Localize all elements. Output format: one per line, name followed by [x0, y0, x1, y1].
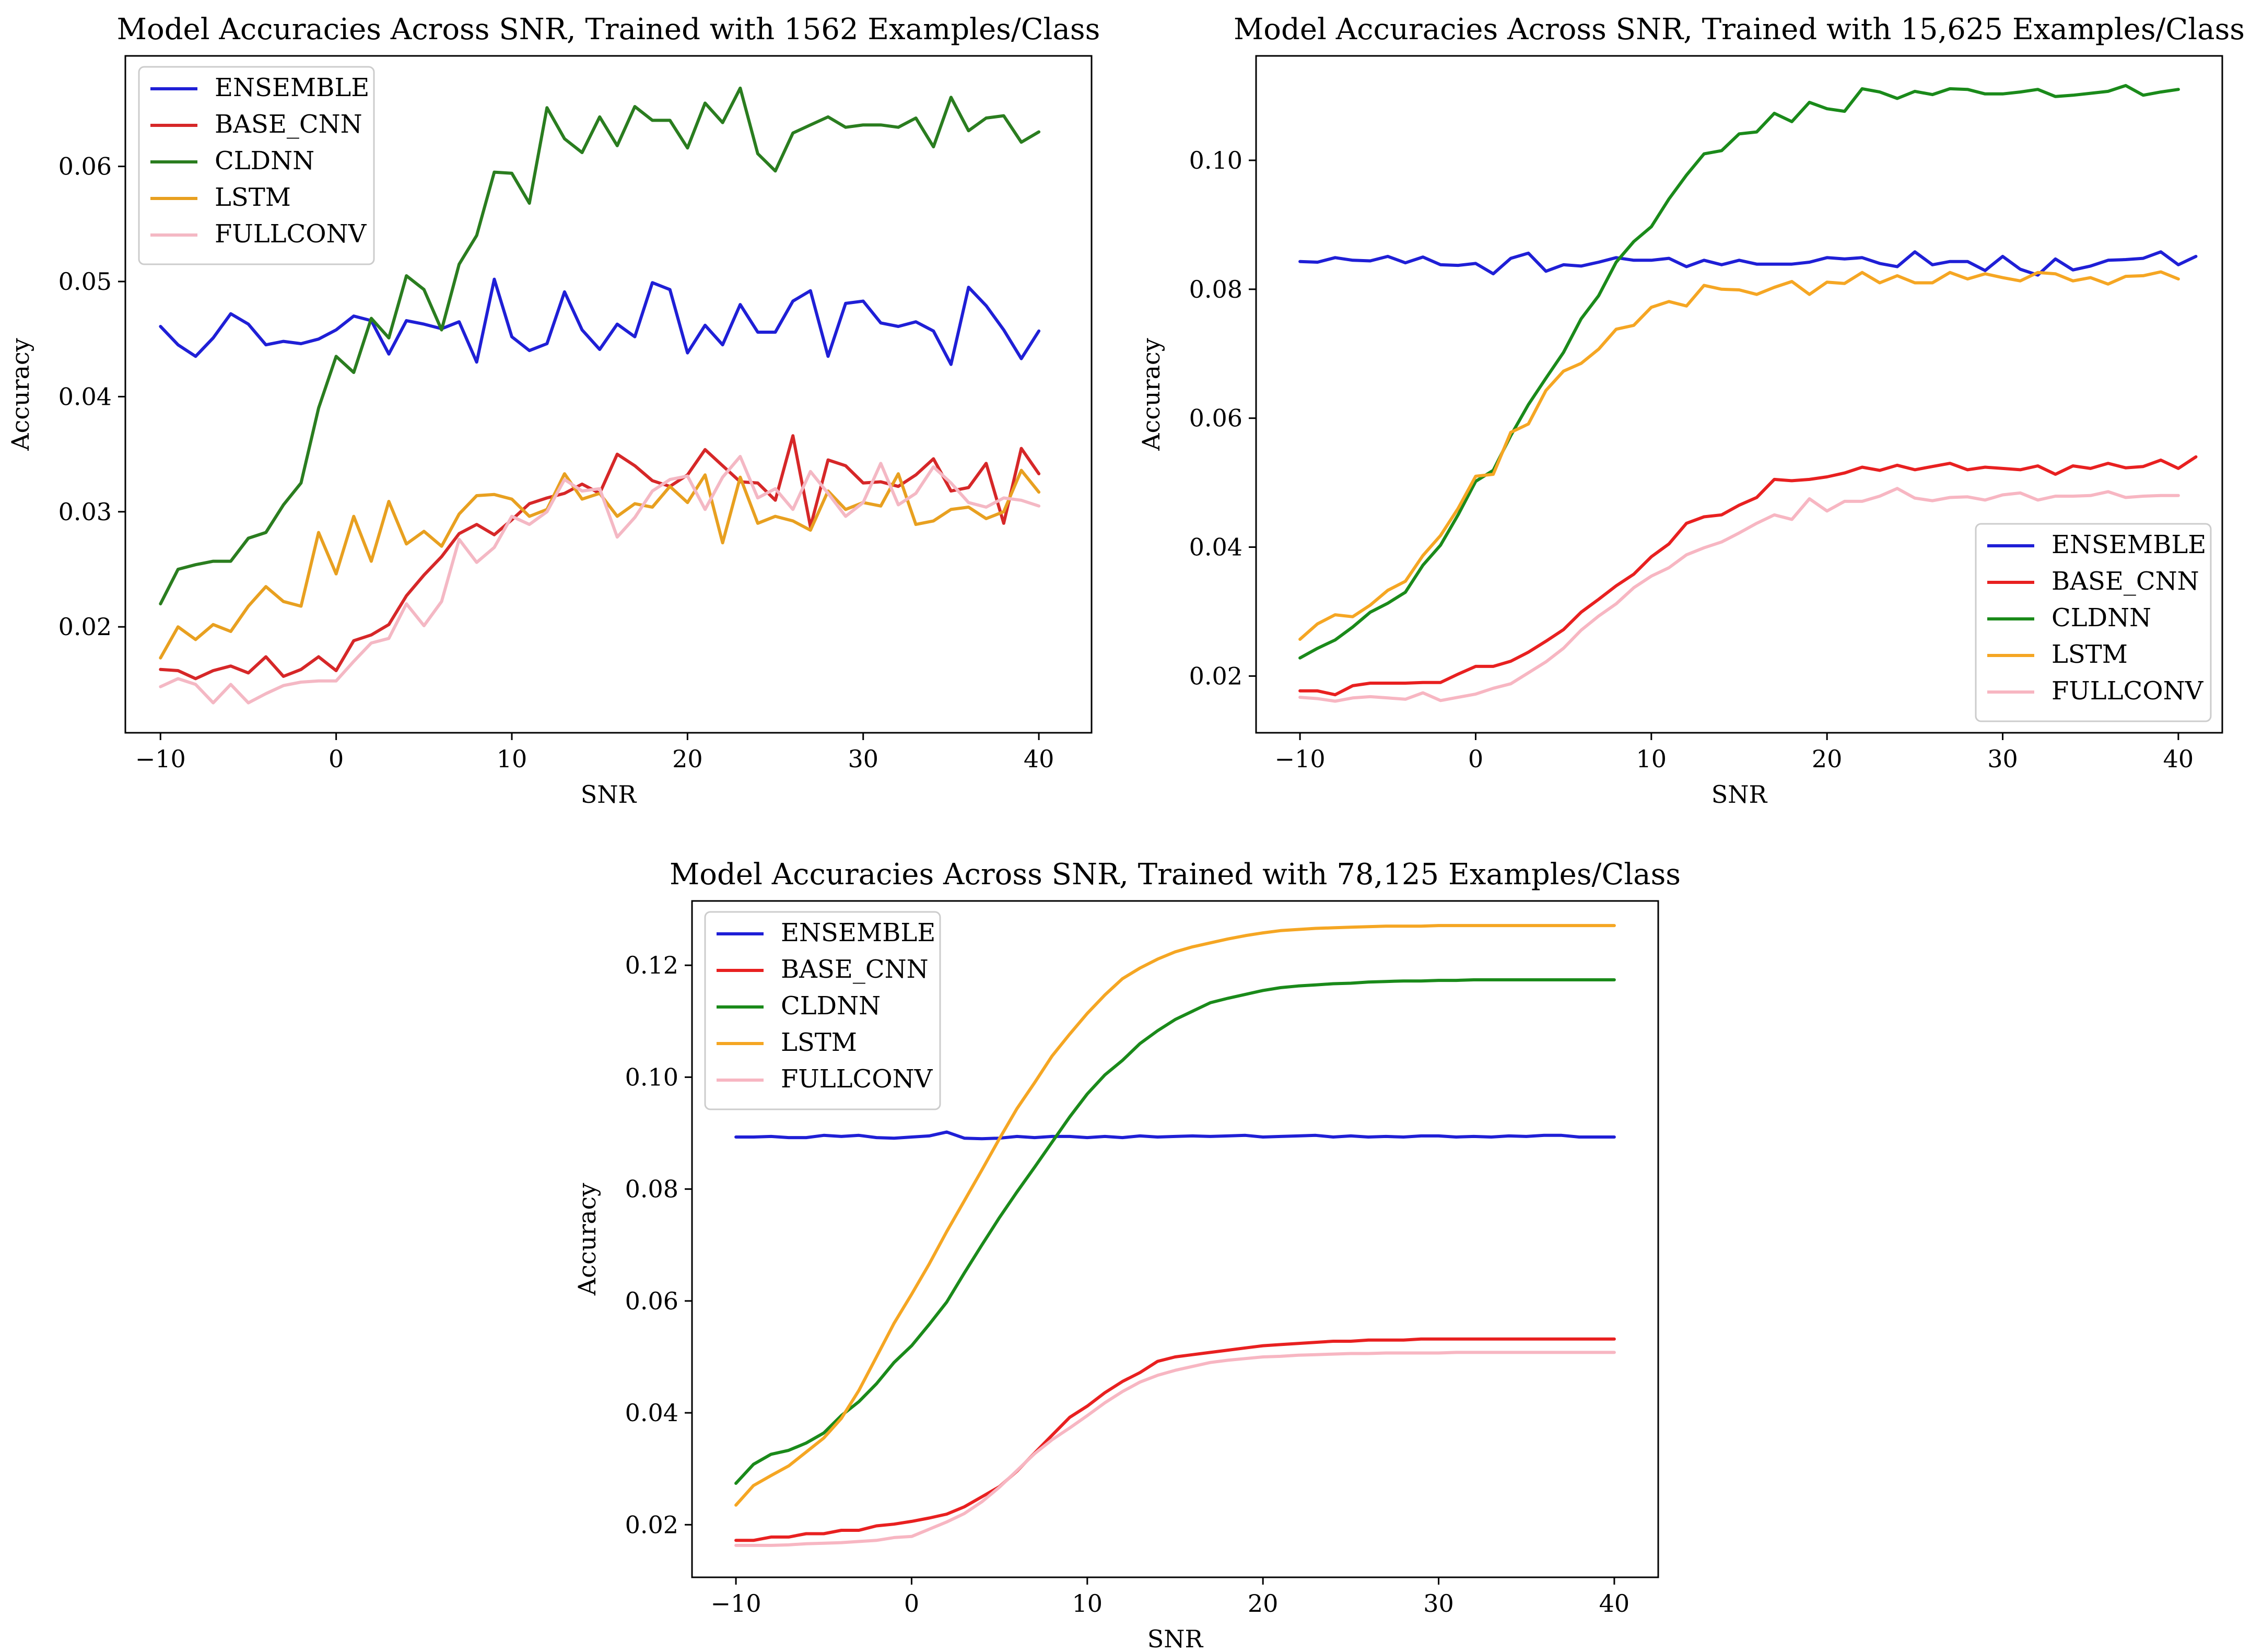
y-tick-label: 0.03: [58, 498, 112, 526]
x-tick-label: 0: [329, 745, 344, 773]
series-line-cldnn: [1298, 84, 2180, 660]
x-tick-label: 10: [497, 745, 527, 773]
legend-entry: FULLCONV: [2051, 676, 2204, 706]
y-tick-label: 0.02: [625, 1510, 678, 1539]
series-line-base-cnn: [734, 1337, 1616, 1542]
x-tick-label: 0: [1468, 745, 1483, 773]
y-tick-label: 0.12: [625, 951, 678, 979]
chart-3: Model Accuracies Across SNR, Trained wit…: [573, 858, 1681, 1652]
x-tick-label: 0: [904, 1589, 919, 1618]
legend-entry: ENSEMBLE: [781, 918, 935, 947]
legend: ENSEMBLE BASE_CNN CLDNN LSTM FULLCONV: [138, 66, 375, 265]
y-tick-label: 0.02: [1189, 662, 1242, 690]
series-line-lstm: [1298, 270, 2180, 641]
x-tick-label: 30: [848, 745, 878, 773]
legend-entry: BASE_CNN: [2051, 567, 2199, 596]
x-axis-label: SNR: [1147, 1625, 1204, 1652]
series-line-base-cnn: [159, 434, 1041, 681]
series-line-lstm: [159, 468, 1041, 660]
legend-entry: LSTM: [2051, 640, 2128, 669]
x-tick-label: 30: [1423, 1589, 1454, 1618]
series-line-fullconv: [159, 455, 1041, 705]
y-tick-label: 0.02: [58, 613, 112, 641]
legend-entry: LSTM: [215, 183, 291, 212]
x-tick-label: −10: [711, 1589, 761, 1618]
legend-entry: CLDNN: [2051, 603, 2151, 632]
legend-entry: BASE_CNN: [781, 955, 929, 984]
x-tick-label: 10: [1072, 1589, 1103, 1618]
x-axis-label: SNR: [581, 780, 637, 809]
y-tick-label: 0.08: [1189, 275, 1242, 303]
legend: ENSEMBLE BASE_CNN CLDNN LSTM FULLCONV: [704, 911, 941, 1110]
y-axis-label: Accuracy: [6, 338, 34, 451]
legend-entry: CLDNN: [215, 146, 314, 175]
legend-entry: LSTM: [781, 1028, 857, 1057]
legend-entry: FULLCONV: [215, 219, 367, 249]
x-axis-label: SNR: [1711, 780, 1768, 809]
series-line-cldnn: [159, 86, 1041, 606]
y-tick-label: 0.10: [1189, 146, 1242, 174]
series-line-fullconv: [1298, 487, 2180, 703]
series-line-ensemble: [1298, 250, 2198, 277]
x-tick-label: 40: [1024, 745, 1054, 773]
legend-entry: BASE_CNN: [215, 110, 362, 139]
x-tick-label: 20: [1812, 745, 1843, 773]
x-tick-label: −10: [1275, 745, 1326, 773]
legend-entry: CLDNN: [781, 991, 881, 1021]
chart-1: Model Accuracies Across SNR, Trained wit…: [6, 13, 1100, 809]
plot-frame: [124, 55, 1093, 734]
legend-box: [704, 911, 941, 1110]
x-tick-label: 40: [1599, 1589, 1630, 1618]
y-tick-label: 0.05: [58, 267, 112, 296]
legend-box: [138, 66, 375, 265]
x-tick-label: 10: [1636, 745, 1667, 773]
chart-title: Model Accuracies Across SNR, Trained wit…: [1234, 13, 2245, 46]
series-line-lstm: [734, 924, 1616, 1507]
y-axis-label: Accuracy: [573, 1183, 601, 1296]
legend-entry: ENSEMBLE: [2051, 530, 2206, 559]
legend-entry: ENSEMBLE: [215, 73, 369, 102]
x-tick-label: 20: [672, 745, 703, 773]
y-tick-label: 0.04: [1189, 533, 1242, 561]
x-tick-label: 20: [1248, 1589, 1279, 1618]
chart-title: Model Accuracies Across SNR, Trained wit…: [117, 13, 1100, 46]
legend: ENSEMBLE BASE_CNN CLDNN LSTM FULLCONV: [1975, 523, 2212, 722]
series-line-cldnn: [734, 978, 1616, 1485]
plot-frame: [691, 900, 1659, 1578]
series-line-base-cnn: [1298, 455, 2198, 697]
y-tick-label: 0.10: [625, 1063, 678, 1091]
plot-frame: [1255, 55, 2223, 734]
y-tick-label: 0.06: [58, 153, 112, 181]
y-tick-label: 0.04: [58, 382, 112, 411]
x-tick-label: 30: [1987, 745, 2018, 773]
legend-entry: FULLCONV: [781, 1064, 933, 1094]
x-tick-label: −10: [135, 745, 186, 773]
series-line-ensemble: [159, 277, 1041, 366]
series-line-ensemble: [734, 1130, 1616, 1141]
chart-2: Model Accuracies Across SNR, Trained wit…: [1137, 13, 2245, 809]
legend-box: [1975, 523, 2212, 722]
series-line-fullconv: [734, 1351, 1616, 1547]
y-tick-label: 0.06: [1189, 404, 1242, 432]
x-tick-label: 40: [2163, 745, 2194, 773]
y-tick-label: 0.04: [625, 1399, 678, 1427]
y-tick-label: 0.06: [625, 1287, 678, 1315]
chart-title: Model Accuracies Across SNR, Trained wit…: [670, 858, 1681, 892]
y-tick-label: 0.08: [625, 1175, 678, 1203]
y-axis-label: Accuracy: [1137, 338, 1165, 451]
